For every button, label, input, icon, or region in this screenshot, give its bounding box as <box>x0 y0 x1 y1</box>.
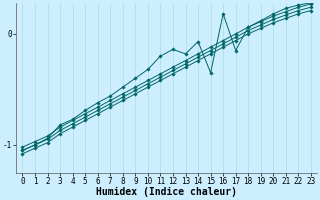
X-axis label: Humidex (Indice chaleur): Humidex (Indice chaleur) <box>96 187 237 197</box>
